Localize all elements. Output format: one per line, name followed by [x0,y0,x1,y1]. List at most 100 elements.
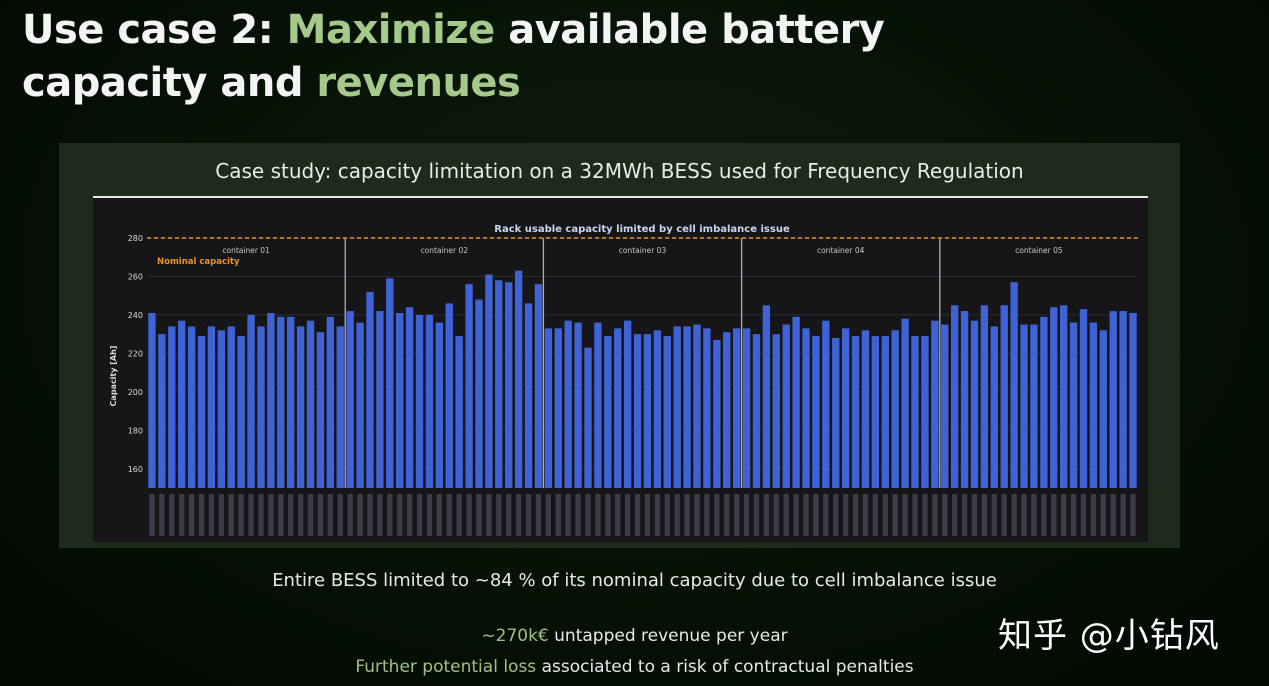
bar [901,318,909,488]
x-tick-label-rack [981,494,988,536]
y-tick-label: 200 [128,388,143,397]
container-label: container 04 [817,246,865,255]
penalty-text: associated to a risk of contractual pena… [536,657,914,677]
x-tick-label-rack [1021,494,1027,536]
x-tick-label-rack [337,494,343,536]
title-accent-revenues: revenues [316,60,521,106]
bar [326,316,335,488]
x-tick-label-rack [1080,494,1087,536]
bar [683,326,691,488]
bar [534,284,543,488]
x-tick-label-rack [169,494,175,536]
bar [1129,313,1137,488]
bar [306,320,315,488]
bar [1040,316,1048,488]
bar [1000,305,1008,488]
bar [445,303,453,488]
bar [415,314,424,488]
bar [812,336,820,488]
bars-layer [148,270,1137,536]
y-tick-label: 260 [128,272,143,281]
bar [1050,307,1058,488]
x-tick-label-rack [793,494,799,536]
x-tick-label-rack [307,494,314,536]
bar [217,330,225,488]
bar [316,332,325,488]
title-text-2: available battery [494,7,885,53]
x-tick-label-rack [228,494,234,536]
panel-title: Case study: capacity limitation on a 32M… [215,159,1024,183]
x-tick-label-rack [892,494,898,536]
bar [633,334,642,488]
bar [911,336,919,488]
bar [623,320,632,488]
x-tick-label-rack [852,494,859,536]
x-tick-label-rack [714,494,720,536]
bar [1109,311,1117,488]
x-tick-label-rack [496,494,502,536]
bar [287,316,295,488]
x-tick-label-rack [466,494,472,536]
x-tick-label-rack [634,494,641,536]
bar [891,330,899,488]
x-tick-label-rack [615,494,621,536]
x-tick-label-rack [525,494,532,536]
bar [762,305,771,488]
chart-container: Rack usable capacity limited by cell imb… [93,196,1148,542]
bar [485,274,493,488]
summary-note: Entire BESS limited to ~84 % of its nomi… [272,570,997,591]
bar [187,326,196,488]
x-tick-label-rack [1070,494,1077,536]
bar [584,347,592,488]
bar [495,280,503,488]
x-tick-label-rack [476,494,482,536]
nominal-capacity-label: Nominal capacity [157,257,240,267]
x-tick-label-rack [218,494,224,536]
slide-title: Use case 2: Maximize available battery ca… [22,4,1022,110]
bar [1010,282,1018,488]
bar [435,322,444,488]
bar [713,339,721,488]
x-tick-label-rack [327,494,334,536]
x-tick-label-rack [297,494,304,536]
x-tick-label-rack [882,494,888,536]
x-tick-label-rack [991,494,997,536]
title-text-3: capacity and [22,60,317,106]
x-tick-label-rack [872,494,879,536]
x-tick-label-rack [1120,494,1126,536]
bar [871,336,880,488]
y-tick-label: 240 [128,311,143,320]
x-tick-label-rack [545,494,552,536]
bar [148,313,156,488]
x-tick-label-rack [1110,494,1116,536]
bar [247,314,255,488]
bar [1079,309,1088,488]
bar [356,322,364,488]
x-tick-label-rack [387,494,393,536]
x-tick-label-rack [585,494,591,536]
x-tick-label-rack [436,494,443,536]
y-tick-label: 280 [128,234,143,243]
bar [851,336,860,488]
bar [1099,330,1107,488]
x-tick-label-rack [258,494,264,536]
bar [990,326,998,488]
bar [346,311,354,488]
bar [475,299,483,488]
bar [1020,324,1028,488]
bar [673,326,681,488]
bar [723,332,731,488]
y-axis-label: Capacity [Ah] [109,346,118,407]
y-tick-label: 180 [128,426,143,435]
bar [772,334,780,488]
x-tick-label-rack [763,494,770,536]
bar [207,326,216,488]
bar [792,316,800,488]
x-tick-label-rack [1051,494,1057,536]
bar [564,320,572,488]
capacity-bar-chart: Rack usable capacity limited by cell imb… [109,224,1138,536]
bar [465,284,473,488]
bar [197,336,206,488]
x-tick-label-rack [624,494,631,536]
x-tick-label-rack [288,494,294,536]
